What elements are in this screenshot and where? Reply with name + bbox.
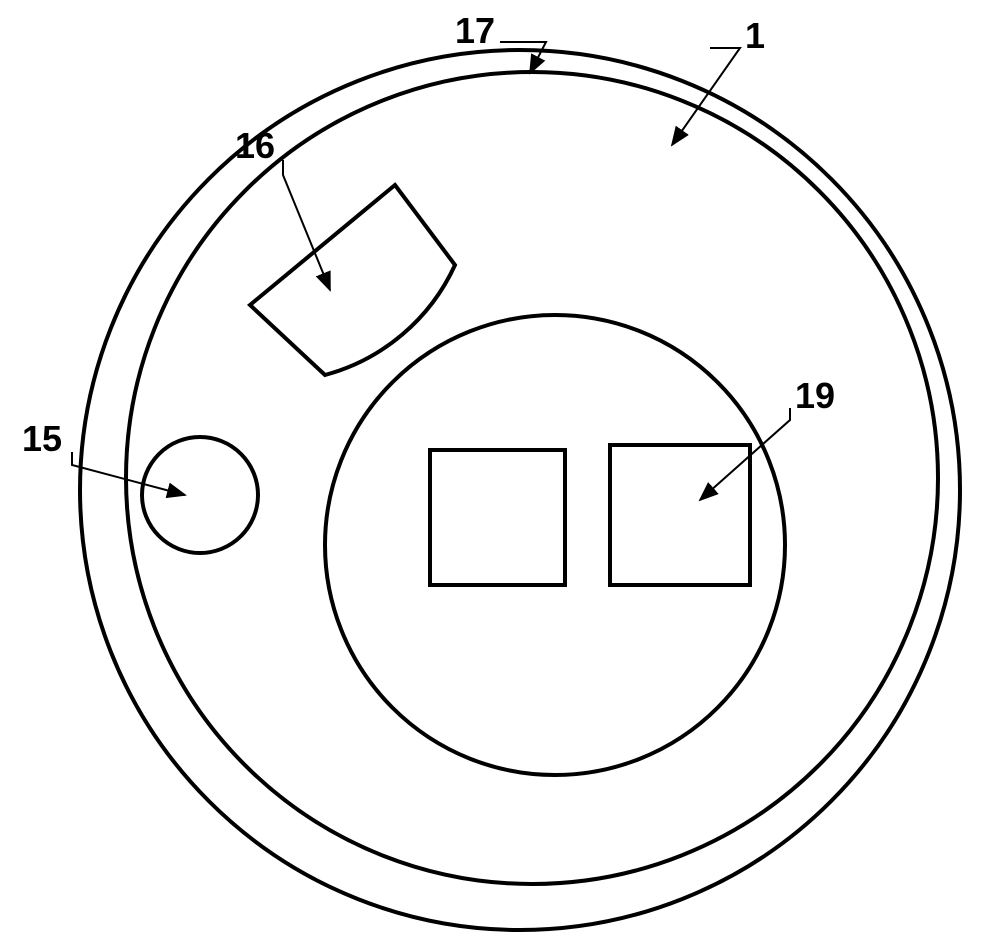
square-left	[430, 450, 565, 585]
leader-17	[500, 42, 546, 73]
label-16: 16	[235, 125, 275, 167]
square-right	[610, 445, 750, 585]
outer-circle	[80, 50, 960, 930]
center-circle	[325, 315, 785, 775]
leader-15	[72, 452, 185, 495]
technical-diagram: 17 1 16 15 19	[0, 0, 1000, 932]
label-1: 1	[745, 15, 765, 57]
label-17: 17	[455, 10, 495, 52]
small-circle	[142, 437, 258, 553]
label-15: 15	[22, 418, 62, 460]
leader-1	[672, 48, 740, 145]
label-19: 19	[795, 375, 835, 417]
diagram-svg	[0, 0, 1000, 932]
wedge-shape	[250, 185, 455, 375]
inner-ring-circle	[126, 72, 938, 884]
